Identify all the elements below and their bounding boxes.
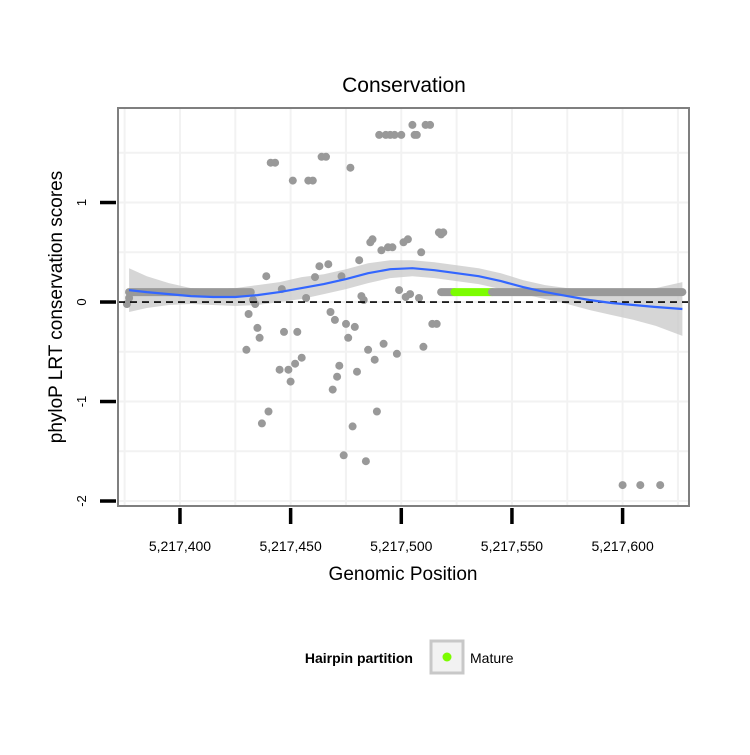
ribbon-layer xyxy=(129,260,683,336)
panel-border xyxy=(117,107,690,507)
data-point xyxy=(253,323,262,332)
data-point xyxy=(333,372,342,381)
chart-title: Conservation xyxy=(342,74,466,97)
data-point xyxy=(395,286,404,295)
data-point xyxy=(251,300,260,308)
data-point xyxy=(403,235,412,244)
data-point xyxy=(322,152,330,161)
data-point xyxy=(244,310,253,318)
data-point xyxy=(262,272,271,281)
data-point xyxy=(297,353,306,362)
smooth-layer xyxy=(128,267,683,311)
x-tick-label: 5,217,600 xyxy=(591,538,653,554)
data-point xyxy=(324,260,333,269)
data-point xyxy=(656,481,665,490)
y-axis-label: phyloP LRT conservation scores xyxy=(46,171,67,444)
data-point xyxy=(337,272,346,281)
data-point xyxy=(286,377,295,386)
data-point xyxy=(390,130,399,139)
x-tick-label: 5,217,400 xyxy=(149,538,211,554)
data-point xyxy=(280,327,288,336)
data-point xyxy=(372,407,381,416)
data-point xyxy=(375,130,384,139)
data-point xyxy=(379,339,388,348)
data-point xyxy=(439,228,448,237)
data-point xyxy=(388,243,397,252)
data-point xyxy=(339,451,348,460)
legend-title: Hairpin partition xyxy=(305,650,413,666)
data-point xyxy=(364,345,373,354)
x-tick-label: 5,217,550 xyxy=(481,538,543,554)
y-tick-label: -2 xyxy=(74,495,89,507)
data-point xyxy=(271,158,280,167)
data-point xyxy=(335,361,344,370)
legend-entry-mature-label: Mature xyxy=(470,650,514,666)
data-point xyxy=(315,262,324,271)
data-point xyxy=(342,319,350,328)
data-point xyxy=(288,176,297,185)
points-layer xyxy=(122,120,665,490)
data-point xyxy=(257,419,266,428)
data-point xyxy=(415,294,423,302)
data-point xyxy=(284,365,293,374)
grid-layer xyxy=(118,108,689,506)
smooth-trend-line xyxy=(128,267,683,311)
data-point xyxy=(344,333,353,342)
y-tick-label: 0 xyxy=(74,298,89,305)
data-point xyxy=(350,322,359,331)
data-point xyxy=(302,294,311,302)
data-point xyxy=(361,457,370,466)
data-point xyxy=(293,327,302,336)
data-point xyxy=(255,333,264,342)
data-point xyxy=(426,120,435,129)
x-axis-label: Genomic Position xyxy=(329,564,478,585)
data-point xyxy=(355,256,364,265)
x-tick-label: 5,217,500 xyxy=(370,538,432,554)
data-point xyxy=(397,130,406,139)
data-point xyxy=(353,367,361,376)
y-tick-label: -1 xyxy=(74,396,89,408)
data-point xyxy=(326,308,335,316)
data-point xyxy=(348,422,357,431)
axis-layer: 5,217,400 5,217,450 5,217,500 5,217,550 5,21… xyxy=(74,199,654,554)
data-point xyxy=(242,345,251,354)
data-point xyxy=(368,235,377,244)
data-point xyxy=(392,349,401,358)
data-point xyxy=(308,176,317,185)
data-point xyxy=(311,273,319,282)
data-point xyxy=(636,481,645,490)
y-tick-label: 1 xyxy=(74,199,89,206)
data-point xyxy=(291,359,300,368)
data-point xyxy=(412,130,421,139)
data-point xyxy=(370,355,379,364)
data-point xyxy=(432,319,441,328)
legend: Hairpin partition Mature xyxy=(305,639,514,675)
data-point xyxy=(275,365,284,374)
data-point xyxy=(330,315,339,324)
legend-key-mature-point xyxy=(442,652,452,662)
x-tick-label: 5,217,450 xyxy=(259,538,321,554)
data-point xyxy=(264,407,273,416)
data-point xyxy=(377,246,386,255)
data-point xyxy=(346,163,355,172)
data-point xyxy=(618,481,627,490)
data-point xyxy=(419,342,428,351)
data-point xyxy=(406,290,415,299)
data-point xyxy=(408,120,417,129)
data-point xyxy=(328,385,337,394)
data-point xyxy=(417,248,426,257)
smooth-confidence-ribbon xyxy=(129,260,683,336)
